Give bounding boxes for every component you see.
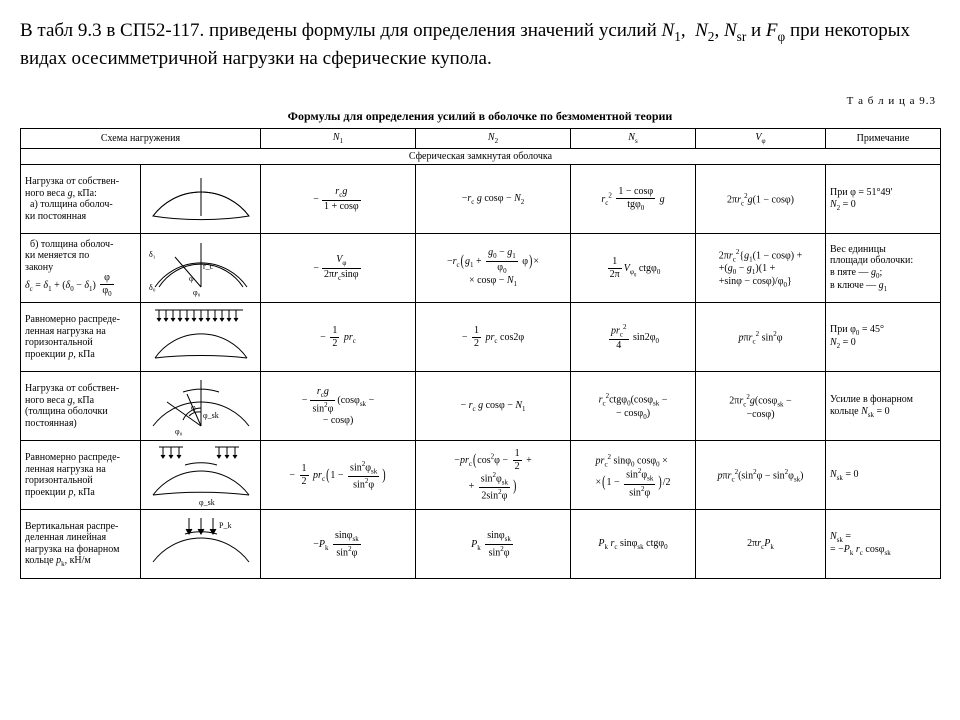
row-vphi: pπrc2(sin2φ − sin2φsk) xyxy=(696,441,826,510)
row-scheme-icon: δ₁ δ₀ r_c φ₀ φ xyxy=(141,234,261,303)
formula-table: Схема нагружения N1 N2 Ns Vφ Примечание … xyxy=(20,128,941,579)
row-desc: Равномерно распреде-ленная нагрузка наго… xyxy=(21,441,141,510)
row-n1: −Vφ2πrcsinφ xyxy=(261,234,416,303)
row-vphi: 2πrc2g(cosφsk −−cosφ) xyxy=(696,372,826,441)
row-vphi: pπrc2 sin2φ xyxy=(696,303,826,372)
svg-text:φ: φ xyxy=(189,274,194,283)
row-n1: −Pk sinφsksin2φ xyxy=(261,510,416,579)
row-ns: Pk rc sinφsk ctgφ0 xyxy=(571,510,696,579)
row-desc: Вертикальная распре-деленная линейнаянаг… xyxy=(21,510,141,579)
row-note: При φ = 51°49′N2 = 0 xyxy=(826,165,941,234)
table-row: б) толщина оболоч-ки меняется позаконуδc… xyxy=(21,234,941,303)
svg-text:δ₁: δ₁ xyxy=(149,250,156,259)
svg-text:P_k: P_k xyxy=(219,521,231,530)
table-header-row: Схема нагружения N1 N2 Ns Vφ Примечание xyxy=(21,129,941,149)
svg-text:φ₀: φ₀ xyxy=(175,427,183,436)
row-ns: prc2 sinφ0 cosφ0 ××(1 − sin2φsksin2φ)/2 xyxy=(571,441,696,510)
table-row: Нагрузка от собствен-ного веса g, кПа(то… xyxy=(21,372,941,441)
row-note: Nsk == −Pk rc cosφsk xyxy=(826,510,941,579)
row-vphi: 2πrcPk xyxy=(696,510,826,579)
header-n2: N2 xyxy=(416,129,571,149)
row-ns: rc2 1 − cosφtgφ0 g xyxy=(571,165,696,234)
svg-text:φ_sk: φ_sk xyxy=(199,498,215,507)
header-vphi: Vφ xyxy=(696,129,826,149)
svg-text:δ₀: δ₀ xyxy=(149,283,156,292)
svg-text:φ: φ xyxy=(191,403,196,412)
row-scheme-icon xyxy=(141,165,261,234)
row-n1: −rcg1 + cosφ xyxy=(261,165,416,234)
row-ns: rc2ctgφ0(cosφsk −− cosφ0) xyxy=(571,372,696,441)
row-desc: Нагрузка от собствен-ного веса g, кПа(то… xyxy=(21,372,141,441)
section-title: Сферическая замкнутая оболочка xyxy=(21,149,941,165)
row-scheme-icon xyxy=(141,303,261,372)
page: В табл 9.3 в СП52-117. приведены формулы… xyxy=(0,0,960,720)
row-n1: − 12 prc xyxy=(261,303,416,372)
row-desc: б) толщина оболоч-ки меняется позаконуδc… xyxy=(21,234,141,303)
svg-text:r_c: r_c xyxy=(203,262,214,271)
row-n1: −rcgsin2φ(cosφsk −− cosφ) xyxy=(261,372,416,441)
row-desc: Нагрузка от собствен-ного веса g, кПа: а… xyxy=(21,165,141,234)
header-note: Примечание xyxy=(826,129,941,149)
row-desc: Равномерно распреде-ленная нагрузка наго… xyxy=(21,303,141,372)
row-note: Вес единицыплощади оболочки:в пяте — g0;… xyxy=(826,234,941,303)
table-row: Вертикальная распре-деленная линейнаянаг… xyxy=(21,510,941,579)
row-ns: 12πVφ0 ctgφ0 xyxy=(571,234,696,303)
row-n2: Pk sinφsksin2φ xyxy=(416,510,571,579)
row-n2: − 12 prc cos2φ xyxy=(416,303,571,372)
svg-text:φ_sk: φ_sk xyxy=(203,411,219,420)
section-row: Сферическая замкнутая оболочка xyxy=(21,149,941,165)
row-n2: − rc g cosφ − N1 xyxy=(416,372,571,441)
header-n1: N1 xyxy=(261,129,416,149)
row-ns: prc24 sin2φ0 xyxy=(571,303,696,372)
table-row: Равномерно распреде-ленная нагрузка наго… xyxy=(21,303,941,372)
row-n2: −rc(g1 + g0 − g1φ0 φ)×× cosφ − N1 xyxy=(416,234,571,303)
table-row: Нагрузка от собствен-ного веса g, кПа: а… xyxy=(21,165,941,234)
row-scheme-icon: φ_sk xyxy=(141,441,261,510)
table-label: Т а б л и ц а 9.3 xyxy=(20,95,940,107)
svg-text:φ₀: φ₀ xyxy=(193,288,201,297)
header-ns: Ns xyxy=(571,129,696,149)
row-n1: − 12 prc(1 − sin2φsksin2φ) xyxy=(261,441,416,510)
row-note: Nsk = 0 xyxy=(826,441,941,510)
table-row: Равномерно распреде-ленная нагрузка наго… xyxy=(21,441,941,510)
header-scheme: Схема нагружения xyxy=(21,129,261,149)
row-scheme-icon: P_k xyxy=(141,510,261,579)
row-vphi: 2πrc2{g1(1 − cosφ) ++(g0 − g1)(1 ++sinφ … xyxy=(696,234,826,303)
row-n2: −rc g cosφ − N2 xyxy=(416,165,571,234)
row-note: Усилие в фонарномкольце Nsk = 0 xyxy=(826,372,941,441)
intro-text: В табл 9.3 в СП52-117. приведены формулы… xyxy=(20,18,940,71)
row-vphi: 2πrc2g(1 − cosφ) xyxy=(696,165,826,234)
row-n2: −prc(cos2φ − 12 ++ sin2φsk2sin2φ) xyxy=(416,441,571,510)
row-scheme-icon: φ φ_sk φ₀ xyxy=(141,372,261,441)
row-note: При φ0 = 45°N2 = 0 xyxy=(826,303,941,372)
table-title: Формулы для определения усилий в оболочк… xyxy=(20,109,940,124)
